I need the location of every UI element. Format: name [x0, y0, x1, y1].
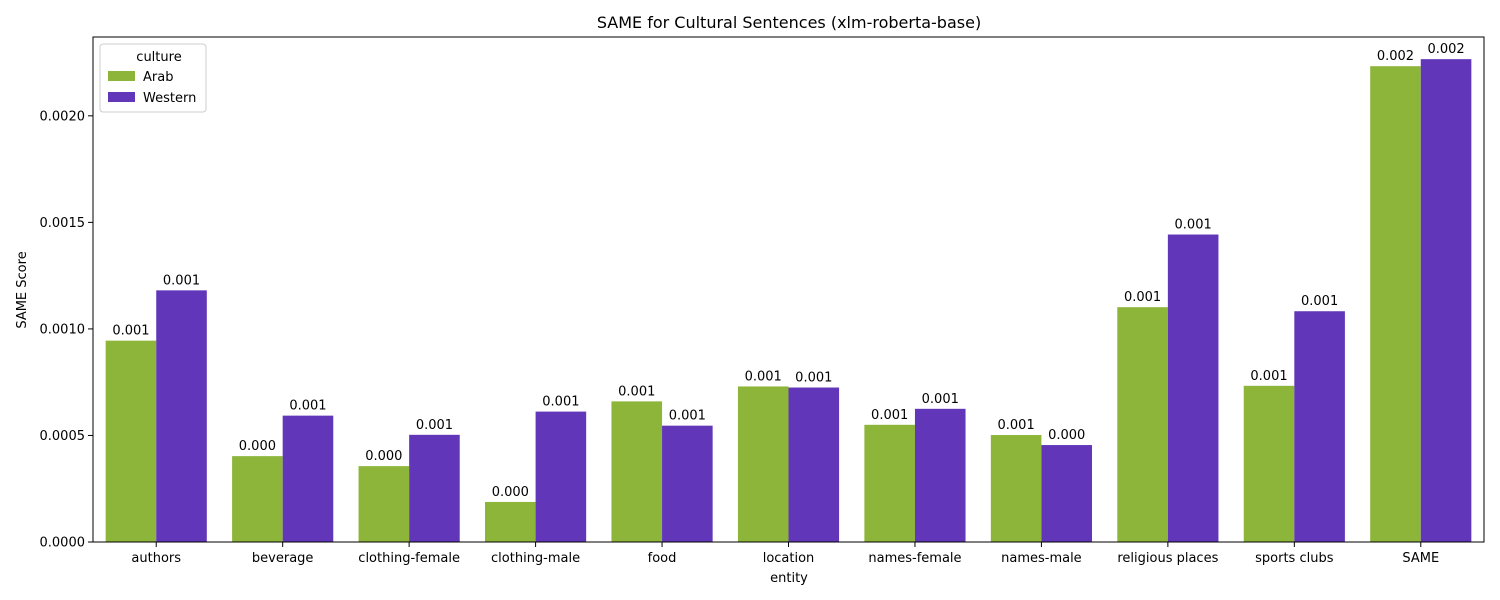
y-tick-label: 0.0000 [40, 536, 86, 551]
bar-arab-religious-places [1117, 307, 1168, 542]
data-label: 0.001 [745, 369, 782, 384]
x-tick-label: clothing-male [491, 551, 580, 566]
data-label: 0.001 [289, 399, 326, 414]
x-tick-label: authors [131, 551, 181, 566]
bar-arab-beverage [232, 456, 283, 542]
x-tick-label: sports clubs [1255, 551, 1334, 566]
data-label: 0.001 [669, 409, 706, 424]
bar-western-sports-clubs [1294, 311, 1345, 542]
x-axis: authors beverage clothing-female clothing-m… [131, 542, 1439, 566]
x-tick-label: clothing-female [358, 551, 460, 566]
y-axis: 0.0000 0.0005 0.0010 0.0015 0.0020 [40, 109, 93, 551]
data-label: 0.001 [416, 418, 453, 433]
bar-arab-same [1370, 66, 1421, 542]
x-tick-label: religious places [1117, 551, 1218, 566]
bar-western-beverage [282, 415, 334, 542]
legend-label-arab: Arab [143, 70, 173, 85]
data-label: 0.001 [618, 384, 655, 399]
data-label: 0.002 [1377, 49, 1414, 64]
data-label: 0.001 [1301, 294, 1338, 309]
x-tick-label: names-female [868, 551, 961, 566]
plot-area: 0.001 0.001 0.000 0.001 0.000 0.001 0.000 0.001… [105, 42, 1472, 542]
data-label: 0.001 [1175, 218, 1212, 233]
data-label: 0.001 [163, 273, 200, 288]
data-label: 0.000 [492, 485, 529, 500]
x-tick-label: names-male [1001, 551, 1082, 566]
bar-western-location [788, 387, 840, 542]
data-label: 0.001 [871, 408, 908, 423]
bar-arab-sports-clubs [1243, 385, 1295, 542]
legend: culture Arab Western [99, 43, 207, 113]
data-label: 0.001 [1124, 290, 1161, 305]
bar-western-names-female [914, 408, 966, 542]
bar-arab-authors [105, 340, 157, 542]
bar-arab-clothing-female [358, 466, 410, 542]
data-label: 0.001 [922, 392, 959, 407]
bar-arab-clothing-male [485, 501, 536, 542]
x-tick-label: location [763, 551, 815, 566]
data-label: 0.001 [542, 395, 579, 410]
x-axis-label: entity [770, 571, 808, 586]
data-label: 0.001 [795, 371, 832, 386]
bar-western-clothing-male [535, 411, 587, 542]
data-label: 0.001 [112, 324, 149, 339]
bar-arab-food [611, 401, 663, 542]
data-label: 0.001 [1250, 369, 1287, 384]
y-axis-label: SAME Score [15, 251, 30, 328]
data-label: 0.001 [998, 418, 1035, 433]
data-label: 0.000 [239, 439, 276, 454]
bar-arab-names-female [864, 424, 915, 542]
bar-arab-names-male [990, 435, 1042, 542]
bar-western-same [1420, 59, 1472, 542]
y-tick-label: 0.0015 [40, 216, 86, 231]
y-tick-label: 0.0020 [40, 109, 86, 124]
legend-title: culture [136, 50, 181, 65]
bar-western-clothing-female [409, 434, 460, 542]
y-tick-label: 0.0005 [40, 429, 86, 444]
data-label: 0.002 [1427, 42, 1464, 57]
legend-swatch-western [108, 92, 135, 102]
chart-title: SAME for Cultural Sentences (xlm-roberta… [597, 13, 981, 32]
bar-western-names-male [1041, 445, 1092, 542]
data-label: 0.000 [365, 449, 402, 464]
bar-western-religious-places [1167, 234, 1219, 542]
bar-arab-location [737, 386, 789, 542]
x-tick-label: SAME [1402, 551, 1439, 566]
x-tick-label: beverage [252, 551, 314, 566]
y-tick-label: 0.0010 [40, 322, 86, 337]
bar-western-food [662, 425, 713, 542]
data-label: 0.000 [1048, 428, 1085, 443]
legend-label-western: Western [143, 91, 196, 106]
bar-western-authors [156, 290, 207, 542]
legend-swatch-arab [108, 71, 135, 81]
x-tick-label: food [648, 551, 677, 566]
